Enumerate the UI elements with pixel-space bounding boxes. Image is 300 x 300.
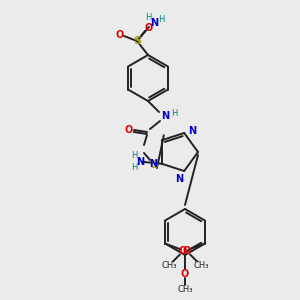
Text: H: H [130, 163, 137, 172]
Text: H: H [158, 16, 164, 25]
Text: H: H [171, 109, 177, 118]
Text: O: O [145, 23, 153, 33]
Text: N: N [188, 126, 196, 136]
Text: CH₃: CH₃ [177, 286, 193, 295]
Text: CH₃: CH₃ [161, 261, 177, 270]
Text: N: N [161, 111, 169, 121]
Text: S: S [133, 36, 141, 46]
Text: N: N [150, 18, 158, 28]
Text: O: O [179, 247, 187, 256]
Text: N: N [175, 174, 183, 184]
Text: N: N [136, 157, 144, 167]
Text: O: O [116, 30, 124, 40]
Text: O: O [183, 247, 191, 256]
Text: N: N [149, 159, 157, 169]
Text: CH₃: CH₃ [193, 261, 209, 270]
Text: H: H [130, 151, 137, 160]
Text: H: H [145, 14, 151, 22]
Text: S: S [150, 160, 158, 170]
Text: O: O [125, 125, 133, 135]
Text: O: O [181, 269, 189, 279]
